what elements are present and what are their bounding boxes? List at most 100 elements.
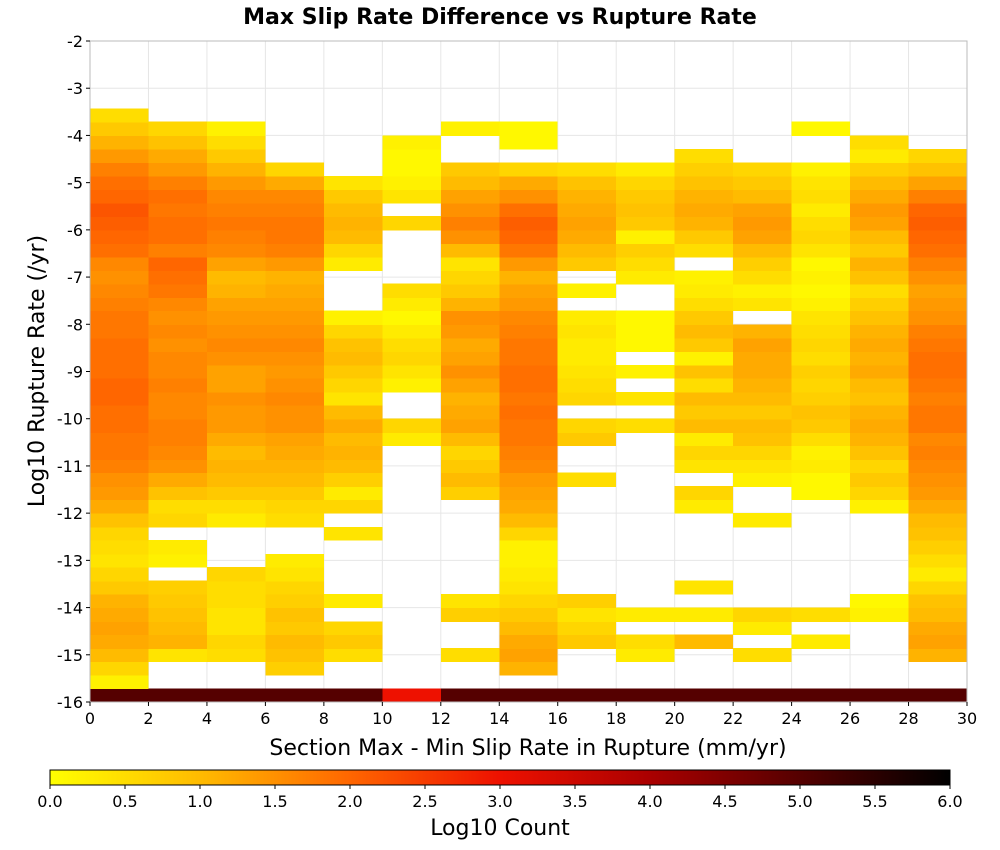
heatmap-cell (733, 513, 792, 528)
y-axis-ticks: -2 -3 -4 -5 -6 -7 -8 -9 -10 -11 -12 -13 -14 -15 -16 (57, 32, 90, 712)
heatmap-cell (499, 553, 558, 568)
heatmap-cell (908, 526, 967, 541)
heatmap-cell (323, 189, 383, 204)
heatmap-cell (323, 593, 383, 609)
colorbar-ticks: 0.0 0.5 1.0 1.5 2.0 2.5 3.0 3.5 4.0 4.5 5.0 5.5 6.0 (37, 785, 963, 811)
x-tick-label: 28 (898, 709, 918, 728)
colorbar-tick-label: 5.5 (862, 792, 887, 811)
heatmap-cell (148, 283, 207, 298)
heatmap-cell (440, 593, 500, 609)
heatmap-cell (90, 324, 149, 339)
heatmap-cell (265, 216, 324, 231)
heatmap-cell (440, 472, 500, 487)
colorbar-tick-label: 2.5 (412, 792, 437, 811)
heatmap-cell (90, 351, 149, 366)
heatmap-cell (265, 378, 324, 393)
heatmap-cell (908, 337, 967, 352)
heatmap-cell (323, 621, 383, 636)
heatmap-cell (674, 202, 734, 217)
heatmap-cell (90, 310, 149, 325)
heatmap-cell (791, 634, 851, 649)
heatmap-cell (674, 391, 734, 406)
heatmap-cell (206, 216, 266, 231)
heatmap-cell (674, 324, 734, 339)
heatmap-cell (850, 486, 909, 501)
heatmap-cell (90, 621, 149, 636)
x-axis-label: Section Max - Min Slip Rate in Rupture (… (269, 736, 786, 761)
heatmap-cell (90, 108, 149, 123)
heatmap-cell (90, 243, 149, 258)
heatmap-cell (733, 229, 792, 245)
heatmap-cell (908, 553, 967, 568)
colorbar-tick-label: 3.5 (562, 792, 587, 811)
heatmap-cell (733, 297, 792, 312)
heatmap-cell (616, 202, 675, 217)
heatmap-cell (148, 486, 207, 501)
heatmap-cell (616, 337, 675, 352)
heatmap-cell (674, 270, 734, 285)
heatmap-cell (499, 634, 558, 649)
heatmap-cell (616, 607, 675, 622)
heatmap-cell (674, 229, 734, 245)
heatmap-cell (440, 229, 500, 245)
heatmap-cell (90, 486, 149, 501)
heatmap-cell (850, 607, 909, 622)
heatmap-cell (323, 364, 383, 379)
heatmap-cell (908, 445, 967, 460)
heatmap-cell (557, 324, 617, 339)
heatmap-cell (440, 378, 500, 393)
heatmap-cell (733, 243, 792, 258)
heatmap-cell (850, 459, 909, 474)
heatmap-cell (148, 270, 207, 285)
heatmap-cell (674, 486, 734, 501)
heatmap-cell (265, 459, 324, 474)
heatmap-cell (323, 634, 383, 649)
heatmap-cell (733, 176, 792, 190)
heatmap-cell (850, 688, 909, 703)
heatmap-cell (850, 189, 909, 204)
heatmap-cell (908, 162, 967, 177)
heatmap-cell (557, 310, 617, 325)
heatmap-cell (499, 499, 558, 514)
heatmap-cell (616, 216, 675, 231)
heatmap-cell (90, 337, 149, 352)
heatmap-cell (440, 405, 500, 420)
heatmap-cell (440, 364, 500, 379)
y-tick-label: -14 (57, 599, 83, 618)
heatmap-cell (791, 202, 851, 217)
heatmap-cell (850, 351, 909, 366)
heatmap-cell (850, 297, 909, 312)
y-tick-label: -7 (67, 268, 83, 287)
heatmap-cell (323, 391, 383, 406)
heatmap-cell (148, 216, 207, 231)
heatmap-cell (499, 688, 558, 703)
heatmap-cell (323, 486, 383, 501)
heatmap-cell (557, 472, 617, 487)
heatmap-cell (557, 337, 617, 352)
x-tick-label: 12 (431, 709, 451, 728)
heatmap-cell (791, 229, 851, 245)
heatmap-cell (499, 243, 558, 258)
y-tick-label: -3 (67, 79, 83, 98)
heatmap-cell (90, 149, 149, 163)
heatmap-cell (206, 472, 266, 487)
heatmap-cell (265, 229, 324, 245)
heatmap-cell (440, 256, 500, 272)
heatmap-cell (674, 297, 734, 312)
heatmap-cell (90, 189, 149, 204)
heatmap-cell (382, 378, 441, 393)
x-tick-label: 30 (957, 709, 977, 728)
heatmap-cell (148, 256, 207, 272)
heatmap-cell (90, 648, 149, 662)
heatmap-cell (499, 270, 558, 285)
heatmap-cell (206, 432, 266, 447)
heatmap-cell (791, 486, 851, 501)
heatmap-cell (440, 283, 500, 298)
heatmap-cell (90, 661, 149, 676)
heatmap-cell (323, 418, 383, 433)
heatmap-cell (440, 391, 500, 406)
heatmap-cell (90, 378, 149, 393)
heatmap-cell (265, 688, 324, 703)
heatmap-cell (323, 526, 383, 541)
heatmap-cell (733, 189, 792, 204)
